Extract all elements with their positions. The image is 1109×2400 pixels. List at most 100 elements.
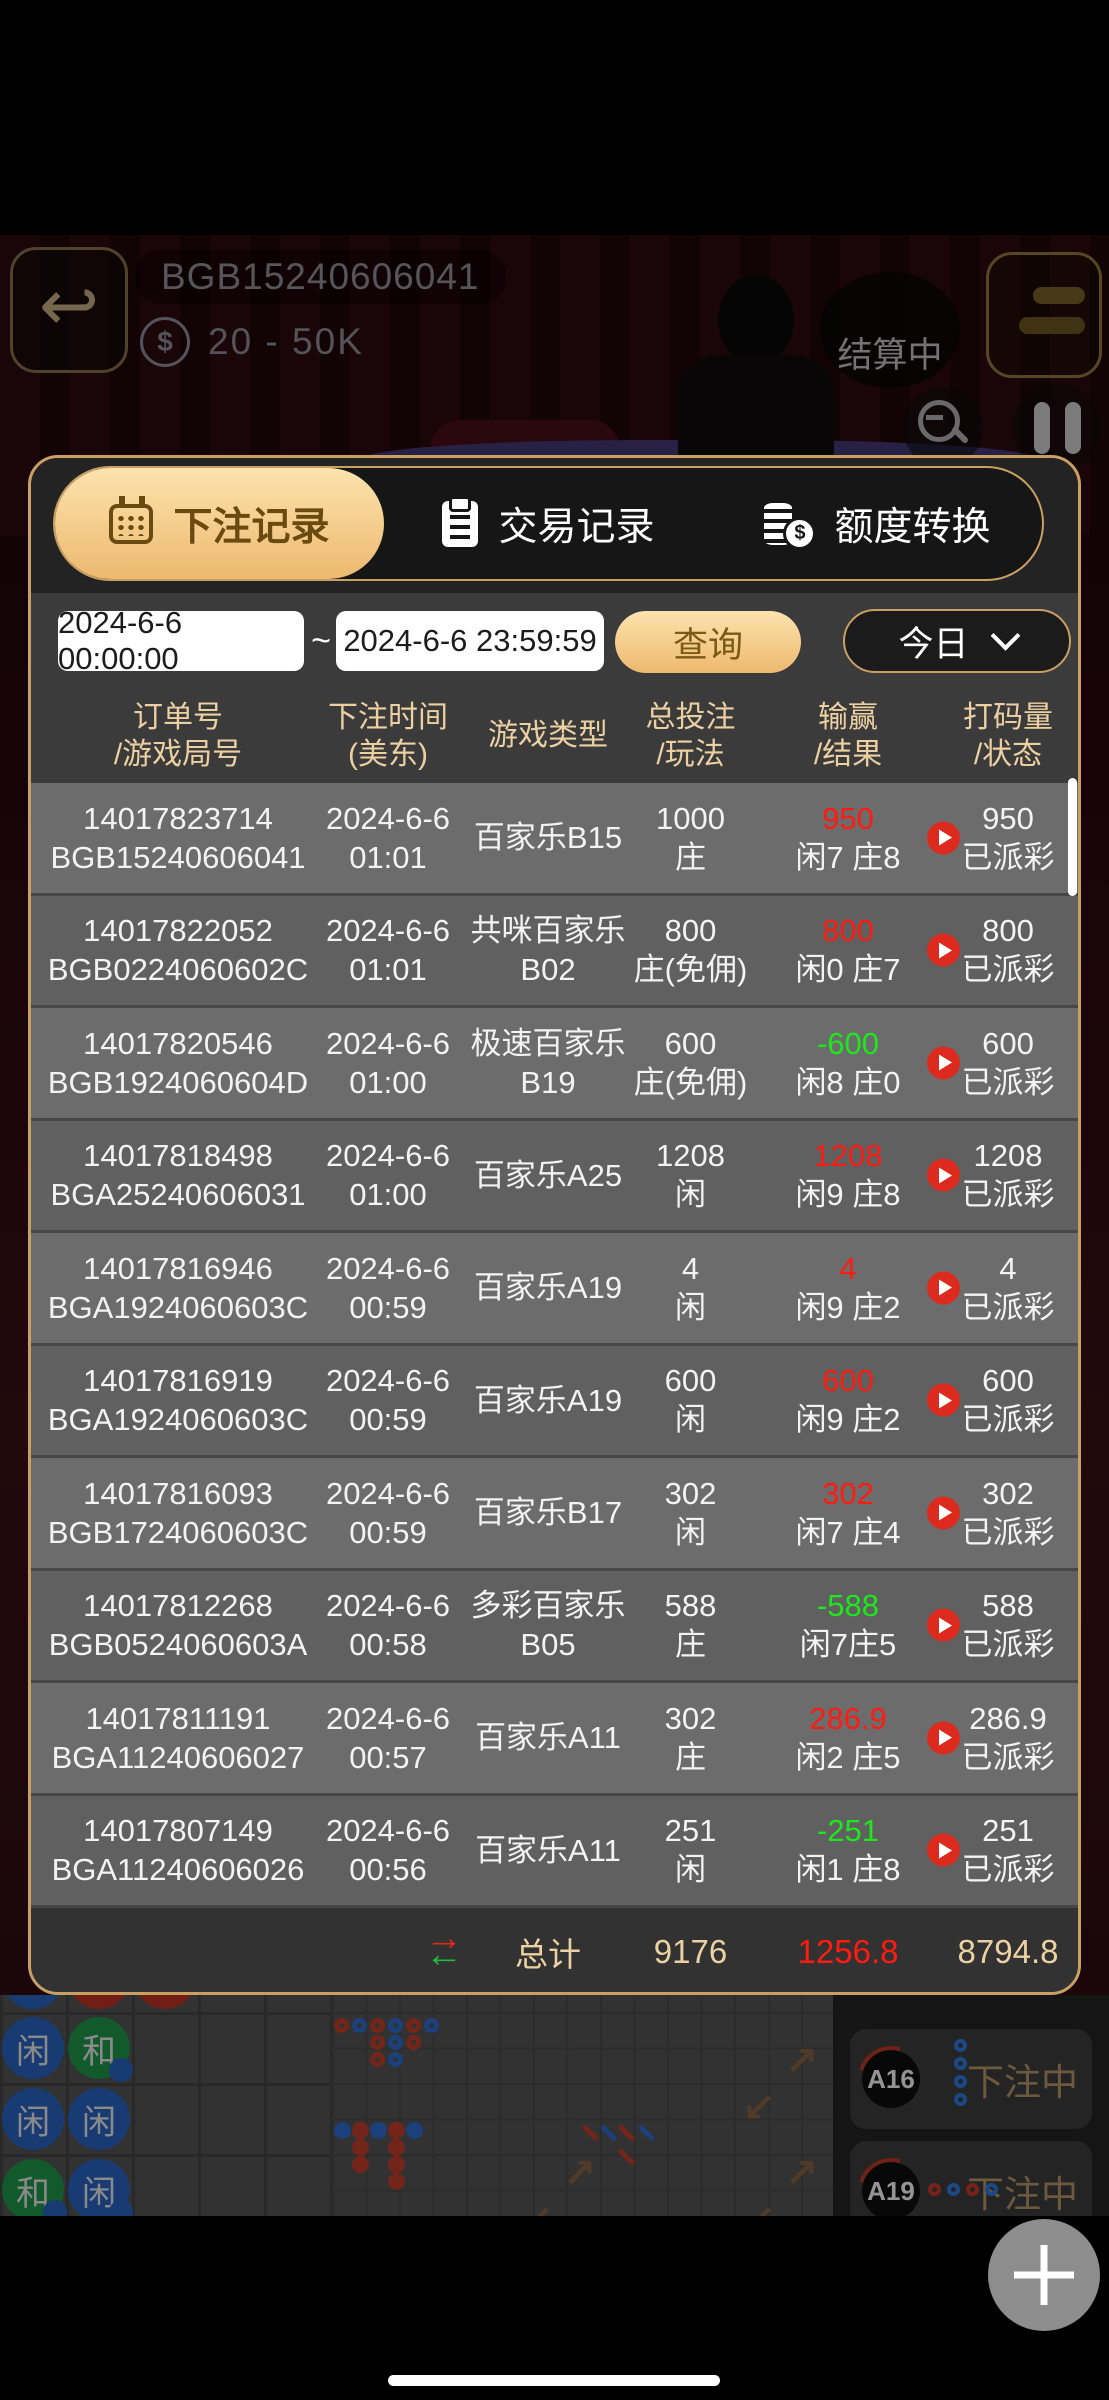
tab-item[interactable]: 交易记录 <box>384 468 713 579</box>
chevron-down-icon <box>990 620 1020 651</box>
winloss-cell: 302 闲7 庄4 <box>795 1475 901 1550</box>
road-mark <box>352 2139 369 2156</box>
total-wager-value: 8794.8 <box>957 1932 1059 1970</box>
dealer-silhouette <box>718 275 794 365</box>
order-cell: 14017823714 BGB15240606041 <box>50 800 306 875</box>
wager-cell: 600 已派彩 <box>961 1025 1055 1100</box>
road-mark: 闲 <box>68 2088 130 2150</box>
table-row: 14017816093 BGB1724060603C 2024-6-6 00:5… <box>31 1458 1078 1571</box>
play-icon <box>939 1392 952 1409</box>
magnifier-minus-icon <box>918 400 960 442</box>
table-row: 14017807149 BGA11240606026 2024-6-6 00:5… <box>31 1795 1078 1908</box>
tab-item[interactable]: 下注记录 <box>55 468 384 579</box>
bet-cell: 1000 庄 <box>656 800 725 875</box>
bead-marker <box>985 2183 998 2196</box>
wager-cell: 4 已派彩 <box>961 1250 1055 1325</box>
start-time-input[interactable]: 2024-6-6 00:00:00 <box>58 605 304 676</box>
order-cell: 14017820546 BGB1924060604D <box>47 1025 309 1100</box>
replay-button[interactable] <box>927 1271 960 1305</box>
bead-marker <box>966 2183 979 2196</box>
bet-records-modal: 下注记录 交易记录 额度转换 2024-6-6 00:00:00 ~ 2024-… <box>28 455 1081 1995</box>
table-header: 订单号 /游戏局号 下注时间 (美东) 游戏类型 总投注 /玩法 输赢 /结果 … <box>31 688 1078 783</box>
end-time-input[interactable]: 2024-6-6 23:59:59 <box>336 611 604 671</box>
tab-label: 下注记录 <box>173 505 330 549</box>
play-icon <box>939 829 952 846</box>
bet-cell: 600 庄(免佣) <box>633 1025 748 1100</box>
time-cell: 2024-6-6 00:57 <box>325 1700 451 1775</box>
table-status-label: 下注中 <box>967 2062 1078 2103</box>
tilde-separator: ~ <box>311 621 331 660</box>
menu-icon <box>1033 287 1085 304</box>
query-button[interactable]: 查询 <box>615 611 801 673</box>
table-row: 14017822052 BGB0224060602C 2024-6-6 01:0… <box>31 895 1078 1008</box>
scrollbar-thumb[interactable] <box>1068 778 1077 896</box>
bet-cell: 600 闲 <box>664 1363 717 1438</box>
road-mark <box>388 2035 403 2050</box>
replay-button[interactable] <box>927 1383 960 1417</box>
play-icon <box>939 1729 952 1746</box>
replay-button[interactable] <box>927 1608 960 1642</box>
return-arrow-icon: ↩ <box>38 266 100 346</box>
winloss-cell: 800 闲0 庄7 <box>795 913 901 988</box>
road-mark <box>406 2018 421 2033</box>
play-icon <box>939 1167 952 1184</box>
modal-header: 下注记录 交易记录 额度转换 <box>31 458 1078 593</box>
order-cell: 14017816946 BGA1924060603C <box>47 1250 309 1325</box>
replay-button[interactable] <box>927 1158 960 1192</box>
bet-cell: 302 庄 <box>664 1700 717 1775</box>
road-mark <box>370 2052 385 2067</box>
plus-button[interactable] <box>988 2219 1100 2331</box>
replay-button[interactable] <box>927 821 960 855</box>
time-cell: 2024-6-6 00:58 <box>325 1588 451 1663</box>
total-winloss-value: 1256.8 <box>797 1932 899 1970</box>
filter-row: 2024-6-6 00:00:00 ~ 2024-6-6 23:59:59 查询… <box>31 593 1078 688</box>
wager-cell: 800 已派彩 <box>961 913 1055 988</box>
winloss-cell: -600 闲8 庄0 <box>795 1025 901 1100</box>
zoom-out-button[interactable] <box>903 388 983 468</box>
road-mark: 和 <box>2 2159 67 2218</box>
bead-marker <box>954 2093 967 2106</box>
wager-cell: 302 已派彩 <box>961 1475 1055 1550</box>
table-body: 14017823714 BGB15240606041 2024-6-6 01:0… <box>31 783 1078 1908</box>
other-tables-panel: A16 下注中 A19 下注中 <box>833 1995 1109 2241</box>
menu-button[interactable] <box>986 252 1102 378</box>
play-icon <box>939 1504 952 1521</box>
back-button[interactable]: ↩ <box>10 247 128 373</box>
replay-button[interactable] <box>927 1721 960 1755</box>
order-cell: 14017807149 BGA11240606026 <box>51 1813 305 1888</box>
wager-cell: 286.9 已派彩 <box>961 1700 1055 1775</box>
wager-cell: 1208 已派彩 <box>961 1138 1055 1213</box>
replay-button[interactable] <box>927 933 960 967</box>
time-cell: 2024-6-6 01:01 <box>325 800 451 875</box>
game-type-cell: 百家乐A19 <box>473 1382 623 1418</box>
tab-bar: 下注记录 交易记录 额度转换 <box>53 466 1044 581</box>
table-row: 14017816919 BGA1924060603C 2024-6-6 00:5… <box>31 1345 1078 1458</box>
coins-icon <box>764 501 817 550</box>
bead-marker <box>954 2057 967 2070</box>
table-row: 14017818498 BGA25240606031 2024-6-6 01:0… <box>31 1120 1078 1233</box>
road-mark <box>388 2139 405 2156</box>
replay-button[interactable] <box>927 1046 960 1080</box>
game-type-cell: 百家乐B17 <box>473 1495 623 1531</box>
range-dropdown[interactable]: 今日 <box>843 609 1071 673</box>
replay-button[interactable] <box>927 1496 960 1530</box>
play-icon <box>939 1279 952 1296</box>
winloss-cell: 950 闲7 庄8 <box>795 800 901 875</box>
bead-marker <box>954 2039 967 2052</box>
winloss-cell: 600 闲9 庄2 <box>795 1363 901 1438</box>
game-type-cell: 百家乐A11 <box>475 1832 621 1868</box>
road-mark <box>334 2018 349 2033</box>
swap-arrows-icon[interactable]: → → <box>425 1916 463 1987</box>
game-type-cell: 百家乐B15 <box>473 820 623 856</box>
order-cell: 14017816919 BGA1924060603C <box>47 1363 309 1438</box>
road-mark <box>370 2122 387 2139</box>
bet-cell: 302 闲 <box>664 1475 717 1550</box>
road-mark <box>424 2018 439 2033</box>
road-mark: 闲 <box>68 2159 133 2218</box>
tab-item[interactable]: 额度转换 <box>713 468 1042 579</box>
replay-button[interactable] <box>927 1833 960 1867</box>
other-table-card[interactable]: A16 下注中 <box>850 2029 1092 2129</box>
winloss-cell: 4 闲9 庄2 <box>795 1250 901 1325</box>
time-cell: 2024-6-6 01:00 <box>325 1025 451 1100</box>
header-cell: 输赢 /结果 <box>813 700 883 771</box>
